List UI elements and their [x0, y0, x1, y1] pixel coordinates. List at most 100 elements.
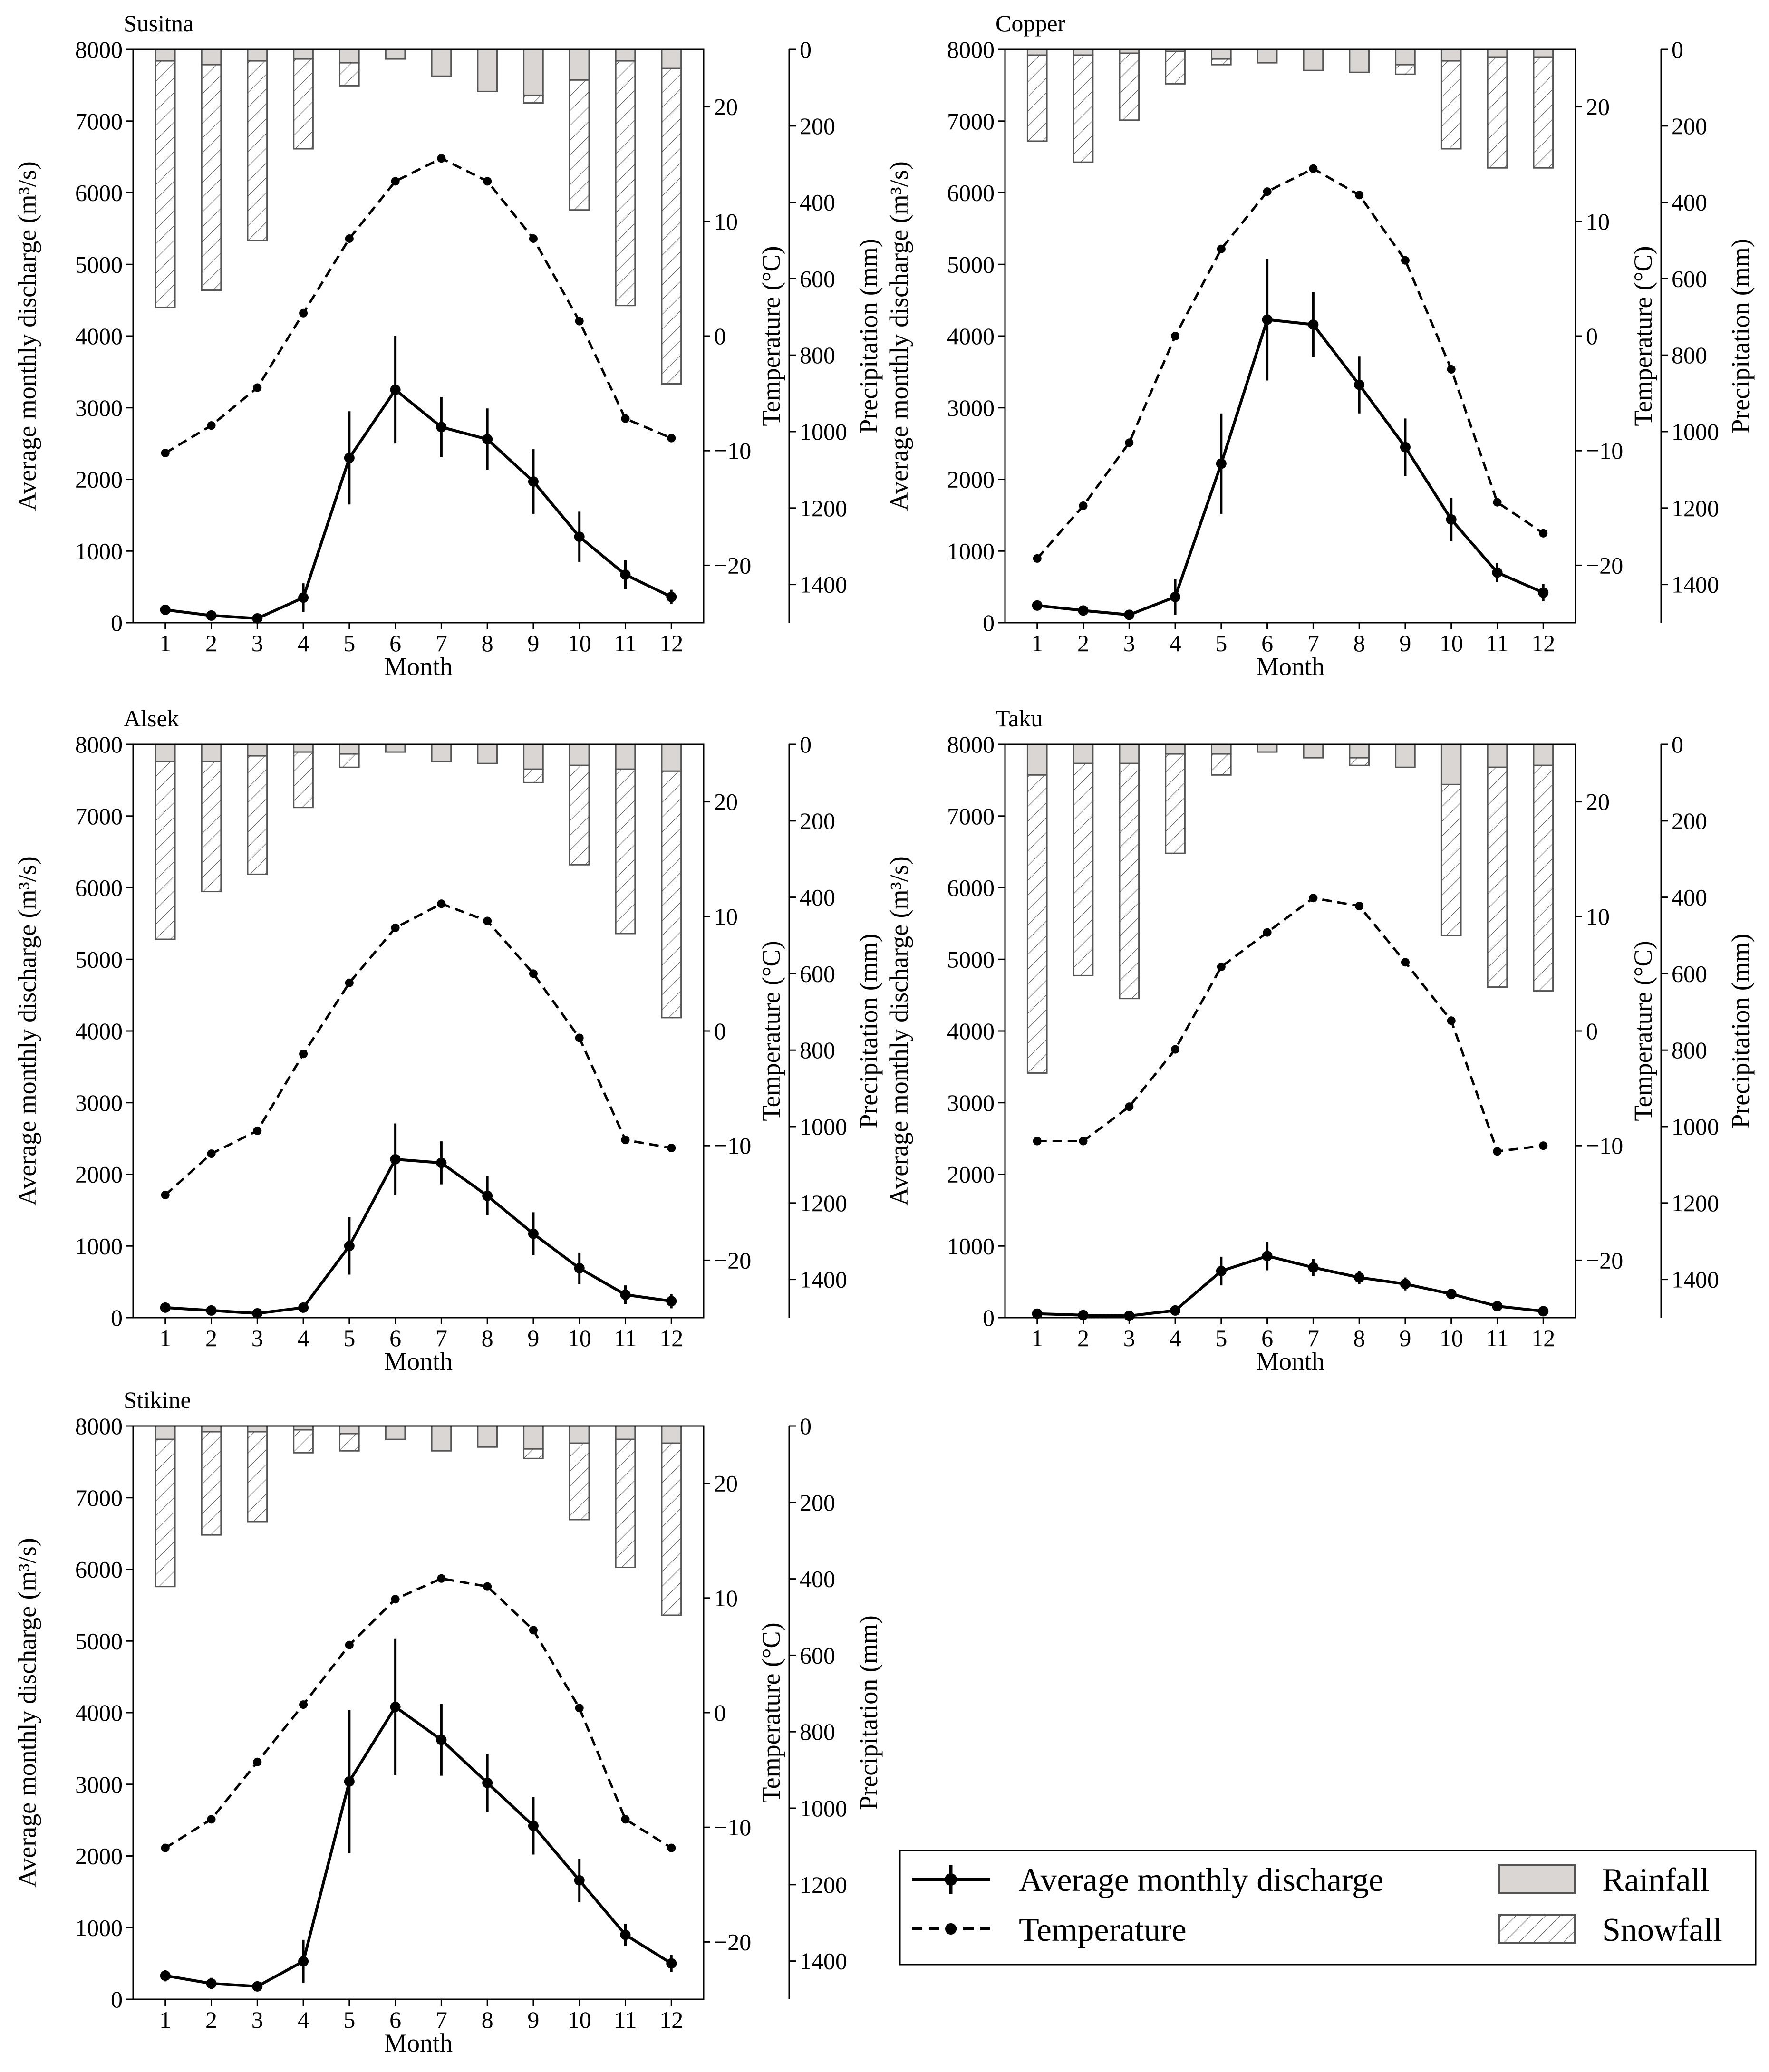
- snowfall-bar: [615, 768, 636, 935]
- month-tick-label: 1: [159, 2006, 171, 2033]
- discharge-axis-label: Average monthly discharge (m³/s): [13, 161, 41, 511]
- temperature-point: [1263, 928, 1272, 937]
- precipitation-tick-label: 800: [800, 1037, 835, 1063]
- month-tick-label: 3: [251, 1325, 263, 1351]
- discharge-axis-label: Average monthly discharge (m³/s): [13, 1538, 41, 1888]
- month-tick-label: 11: [1486, 630, 1508, 656]
- month-tick-label: 4: [298, 2006, 309, 2033]
- temperature-point: [529, 969, 538, 978]
- discharge-tick-label: 7000: [75, 1484, 123, 1511]
- rainfall-bar: [1073, 743, 1094, 764]
- temperature-tick-label: 10: [714, 1585, 738, 1611]
- month-tick-label: 9: [1399, 630, 1411, 656]
- discharge-line: [165, 1705, 672, 1988]
- discharge-point: [344, 1241, 355, 1252]
- discharge-tick-label: 3000: [947, 395, 995, 421]
- snowfall-bar: [569, 79, 590, 211]
- temperature-tick-label: 20: [714, 94, 738, 120]
- temperature-point: [621, 1136, 630, 1145]
- temperature-point: [1217, 962, 1226, 971]
- temperature-point: [1033, 554, 1042, 563]
- month-tick-label: 5: [343, 1325, 355, 1351]
- month-tick-label: 5: [1215, 1325, 1227, 1351]
- discharge-point: [1262, 1251, 1273, 1262]
- temperature-point: [1355, 191, 1364, 200]
- temperature-point: [299, 308, 308, 318]
- discharge-point: [1216, 458, 1227, 469]
- temperature-point: [1493, 1147, 1502, 1156]
- temperature-point: [1539, 529, 1548, 538]
- temperature-tick-label: −20: [714, 1928, 751, 1955]
- discharge-point: [482, 434, 493, 445]
- discharge-point: [1492, 567, 1503, 578]
- x-axis-label: Month: [384, 2029, 453, 2057]
- snowfall-bar: [1165, 753, 1186, 854]
- temperature-point: [1493, 498, 1502, 507]
- discharge-point: [436, 1735, 447, 1745]
- temperature-point: [1079, 1137, 1088, 1146]
- legend-temperature-label: Temperature: [1019, 1912, 1187, 1948]
- precipitation-tick-label: 0: [800, 36, 812, 63]
- discharge-point: [1308, 319, 1319, 330]
- month-tick-label: 9: [527, 1325, 539, 1351]
- discharge-point: [252, 1981, 263, 1992]
- rainfall-bar: [1349, 48, 1370, 73]
- rainfall-bar: [661, 1425, 682, 1444]
- discharge-tick-label: 4000: [75, 1018, 123, 1044]
- discharge-tick-label: 2000: [75, 466, 123, 493]
- precipitation-tick-label: 1400: [800, 1948, 847, 1975]
- discharge-point: [344, 453, 355, 463]
- rainfall-bar: [293, 743, 314, 753]
- temperature-point: [575, 317, 584, 326]
- temperature-tick-label: −10: [714, 437, 751, 464]
- discharge-point: [1354, 1272, 1365, 1283]
- temperature-point: [253, 1126, 262, 1135]
- discharge-tick-label: 5000: [947, 946, 995, 973]
- temperature-point: [1079, 501, 1088, 510]
- discharge-tick-label: 5000: [947, 251, 995, 278]
- month-tick-label: 6: [389, 1325, 401, 1351]
- precipitation-tick-label: 1200: [800, 495, 847, 521]
- temperature-axis-label: Temperature (°C): [757, 941, 785, 1121]
- rainfall-bar: [385, 743, 406, 753]
- month-tick-label: 1: [1031, 630, 1043, 656]
- temperature-tick-label: 10: [1586, 208, 1610, 235]
- precipitation-tick-label: 600: [800, 1642, 835, 1668]
- temperature-point: [1309, 894, 1318, 903]
- discharge-point: [390, 1154, 401, 1165]
- rainfall-bar: [1303, 48, 1324, 71]
- discharge-line: [165, 1157, 672, 1315]
- legend-rainfall-swatch: [1498, 1864, 1576, 1894]
- snowfall-bar: [569, 764, 590, 866]
- discharge-line: [1037, 318, 1544, 617]
- temperature-point: [345, 234, 354, 243]
- panel-title: Alsek: [124, 705, 179, 732]
- discharge-point: [436, 422, 447, 433]
- month-tick-label: 4: [1170, 1325, 1181, 1351]
- discharge-point: [390, 1701, 401, 1712]
- month-tick-label: 1: [159, 1325, 171, 1351]
- snowfall-bar: [1211, 58, 1232, 66]
- precipitation-tick-label: 1000: [1672, 1113, 1719, 1140]
- rainfall-bar: [155, 48, 176, 62]
- temperature-point: [575, 1704, 584, 1713]
- rainfall-bar: [339, 1425, 360, 1435]
- precipitation-tick-label: 1000: [1672, 418, 1719, 445]
- temperature-point: [1033, 1137, 1042, 1146]
- temperature-point: [391, 177, 400, 186]
- rainfall-bar: [569, 48, 590, 81]
- discharge-point: [1032, 1308, 1043, 1319]
- snowfall-bar: [247, 60, 268, 241]
- snowfall-bar: [1026, 774, 1048, 1074]
- snowfall-bar: [201, 761, 222, 893]
- temperature-point: [1263, 187, 1272, 196]
- temperature-point: [207, 421, 216, 430]
- discharge-point: [620, 1929, 631, 1940]
- discharge-tick-label: 6000: [75, 875, 123, 901]
- rainfall-bar: [661, 48, 682, 69]
- rainfall-bar: [293, 48, 314, 60]
- month-tick-label: 3: [251, 630, 263, 656]
- month-tick-label: 4: [1170, 630, 1181, 656]
